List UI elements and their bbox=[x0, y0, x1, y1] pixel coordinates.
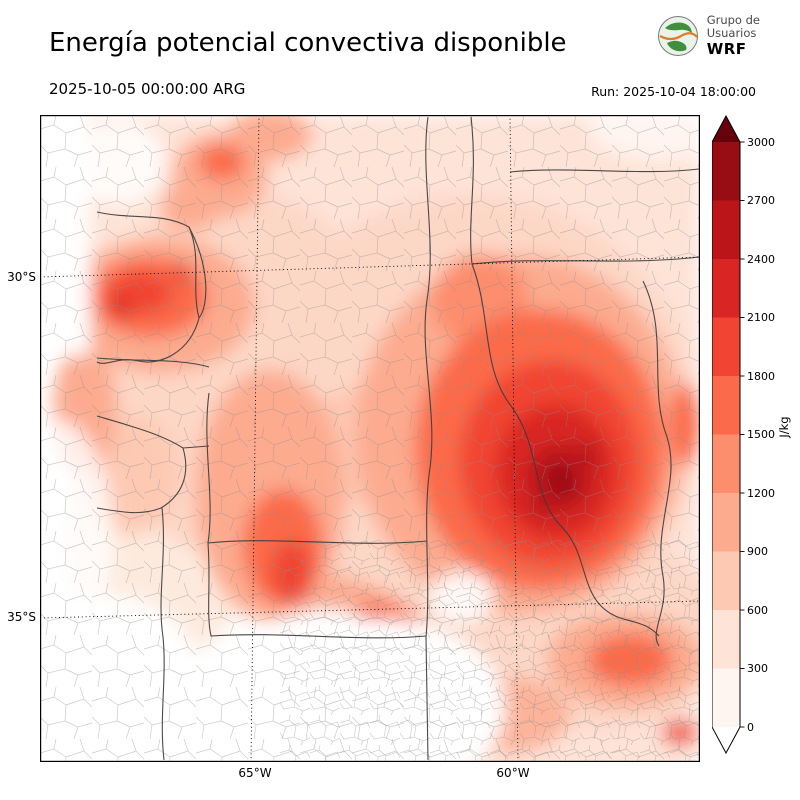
colorbar-tick-label: 3000 bbox=[747, 136, 775, 149]
lat-tick-label-30s: 30°S bbox=[7, 270, 36, 284]
run-time-label: Run: 2025-10-04 18:00:00 bbox=[591, 84, 756, 99]
colorbar-tick-label: 900 bbox=[747, 545, 768, 558]
logo-line3: WRF bbox=[706, 39, 747, 58]
wrf-logo: Grupo de Usuarios WRF bbox=[656, 13, 760, 58]
wrf-logo-text: Grupo de Usuarios WRF bbox=[706, 13, 760, 58]
cape-field-map bbox=[40, 115, 700, 762]
lon-tick-label-60w: 60°W bbox=[496, 766, 530, 780]
colorbar-under-arrow bbox=[712, 727, 740, 753]
department-boundaries-dense bbox=[280, 540, 700, 762]
province-boundaries bbox=[96, 116, 700, 761]
colorbar-tick-label: 2700 bbox=[747, 194, 775, 207]
colorbar-unit-label: J/kg bbox=[777, 416, 791, 438]
colorbar-over-arrow bbox=[712, 116, 740, 142]
lat-tick-label-35s: 35°S bbox=[7, 610, 36, 624]
lon-tick-label-65w: 65°W bbox=[238, 766, 272, 780]
colorbar-tick-label: 2400 bbox=[747, 253, 775, 266]
graticule bbox=[40, 115, 700, 762]
logo-line2: Usuarios bbox=[706, 26, 757, 41]
colorbar-tick-marks bbox=[740, 141, 745, 728]
valid-time-label: 2025-10-05 00:00:00 ARG bbox=[49, 80, 246, 98]
colorbar-tick-label: 600 bbox=[747, 604, 768, 617]
colorbar-tick-label: 1500 bbox=[747, 428, 775, 441]
logo-line1: Grupo de bbox=[706, 13, 760, 28]
colorbar-tick-label: 300 bbox=[747, 662, 768, 675]
map-area bbox=[40, 115, 700, 762]
colorbar-tick-label: 1800 bbox=[747, 370, 775, 383]
colorbar-tick-label: 1200 bbox=[747, 487, 775, 500]
map-border bbox=[40, 115, 700, 762]
colorbar-tick-label: 2100 bbox=[747, 311, 775, 324]
globe-icon bbox=[657, 16, 698, 56]
colorbar-tick-label: 0 bbox=[747, 721, 754, 734]
page-title: Energía potencial convectiva disponible bbox=[49, 28, 567, 58]
colorbar bbox=[712, 115, 745, 754]
